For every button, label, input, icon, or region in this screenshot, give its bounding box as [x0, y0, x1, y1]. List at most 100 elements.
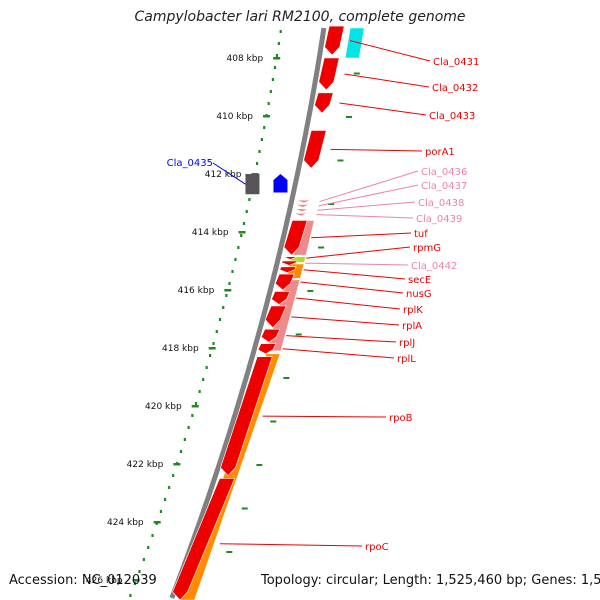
scale-minor-tick — [307, 290, 314, 292]
scale-tick-label: 418 kbp — [162, 344, 199, 354]
label-leader — [311, 232, 412, 239]
label-leader — [300, 281, 404, 294]
label-leader — [291, 316, 400, 326]
gene-arrow — [260, 328, 281, 343]
label-leader — [219, 543, 363, 547]
scale-dot — [187, 426, 190, 429]
scale-dot — [147, 546, 150, 549]
label-leader — [286, 335, 397, 343]
scale-tick — [191, 405, 199, 408]
scale-dot — [191, 414, 194, 417]
scale-dot — [133, 582, 137, 585]
gene-label: secE — [408, 275, 431, 286]
gene-arrow — [293, 212, 309, 217]
scale-tick-label: 424 kbp — [107, 518, 144, 528]
scale-minor-tick — [337, 159, 344, 162]
feature-block-blue — [273, 174, 288, 193]
scale-dot — [225, 294, 228, 297]
scale-tick — [208, 347, 216, 350]
scale-tick — [273, 57, 281, 60]
label-leader — [262, 415, 387, 418]
gene-label: rplK — [403, 305, 423, 316]
label-leader — [303, 269, 406, 280]
scale-tick-label: 414 kbp — [192, 228, 229, 238]
scale-dot — [179, 450, 183, 453]
scale-tick-label: 426 kbp — [86, 576, 123, 586]
scale-dot — [142, 558, 145, 561]
label-leader — [318, 184, 419, 207]
scale-minor-tick — [353, 72, 360, 75]
scale-dot — [198, 390, 201, 393]
scale-tick — [238, 231, 246, 234]
gene-arrow — [172, 478, 236, 600]
gene-label: Cla_0431 — [433, 57, 479, 68]
label-leader — [212, 162, 246, 185]
gene-arrow — [282, 256, 299, 260]
scale-dot — [138, 570, 141, 573]
label-leader — [316, 214, 414, 219]
scale-dot — [275, 54, 279, 57]
gene-label: tuf — [414, 229, 428, 240]
gene-arrow — [318, 57, 340, 91]
scale-dot — [269, 90, 272, 93]
scale-dot — [151, 534, 154, 537]
scale-tick — [132, 579, 140, 582]
scale-dot — [228, 282, 231, 285]
label-leader — [306, 246, 411, 259]
scale-dot — [194, 402, 198, 405]
scale-minor-tick — [295, 333, 302, 336]
feature-bar-cyan — [344, 27, 365, 59]
scale-dot — [183, 438, 186, 441]
scale-minor-tick — [283, 377, 290, 379]
scale-dot — [240, 234, 243, 237]
scale-tick-label: 412 kbp — [205, 170, 242, 180]
scale-dot — [234, 258, 237, 261]
gene-arrow — [257, 343, 277, 355]
scale-dot — [263, 126, 266, 129]
gene-label: Cla_0433 — [429, 111, 475, 122]
gene-label: Cla_0435 — [167, 158, 213, 169]
gene-label: Cla_0442 — [411, 261, 457, 272]
scale-dot — [255, 162, 259, 165]
scale-dot — [168, 486, 171, 489]
scale-tick-label: 410 kbp — [216, 112, 253, 122]
scale-minor-tick — [328, 203, 335, 205]
scale-tick-label: 422 kbp — [127, 460, 164, 470]
gene-arrow — [324, 25, 345, 56]
scale-dot — [215, 330, 218, 333]
gene-label: rpmG — [413, 243, 441, 254]
gene-arrow — [279, 266, 297, 273]
label-leader — [349, 40, 431, 62]
scale-dot — [260, 138, 263, 141]
label-leader — [344, 73, 430, 88]
gene-label: porA1 — [425, 147, 455, 158]
label-leader — [339, 102, 427, 116]
gene-arrow — [296, 199, 312, 204]
scale-dot — [212, 342, 215, 345]
gene-label: nusG — [406, 289, 432, 300]
gene-arrow — [294, 208, 310, 213]
scale-tick-label: 420 kbp — [145, 402, 182, 412]
scale-tick — [173, 463, 181, 466]
scale-minor-tick — [241, 507, 248, 510]
scale-minor-tick — [346, 116, 353, 118]
gene-label: Cla_0437 — [421, 181, 467, 192]
accession-label: Accession: NC_012039 — [9, 573, 157, 588]
scale-tick-label: 408 kbp — [227, 54, 264, 64]
scale-dot — [237, 246, 240, 249]
scale-dot — [205, 366, 208, 369]
gene-label: Cla_0436 — [421, 167, 467, 178]
scale-dot — [267, 102, 270, 105]
scale-dot — [159, 510, 163, 513]
scale-dot — [277, 42, 280, 45]
gene-label: rpoB — [389, 413, 413, 424]
label-leader — [296, 297, 401, 310]
label-leader — [330, 148, 423, 152]
backbone-line — [169, 27, 327, 599]
scale-tick — [224, 289, 232, 292]
map-title: Campylobacter lari RM2100, complete geno… — [134, 9, 466, 25]
scale-dot — [271, 78, 275, 81]
scale-dot — [279, 30, 282, 33]
